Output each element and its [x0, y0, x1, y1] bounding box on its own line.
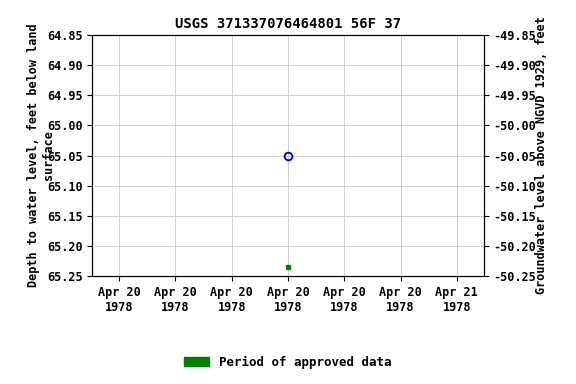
Y-axis label: Depth to water level, feet below land
surface: Depth to water level, feet below land su…	[27, 24, 55, 287]
Legend: Period of approved data: Period of approved data	[179, 351, 397, 374]
Y-axis label: Groundwater level above NGVD 1929, feet: Groundwater level above NGVD 1929, feet	[535, 17, 548, 295]
Title: USGS 371337076464801 56F 37: USGS 371337076464801 56F 37	[175, 17, 401, 31]
